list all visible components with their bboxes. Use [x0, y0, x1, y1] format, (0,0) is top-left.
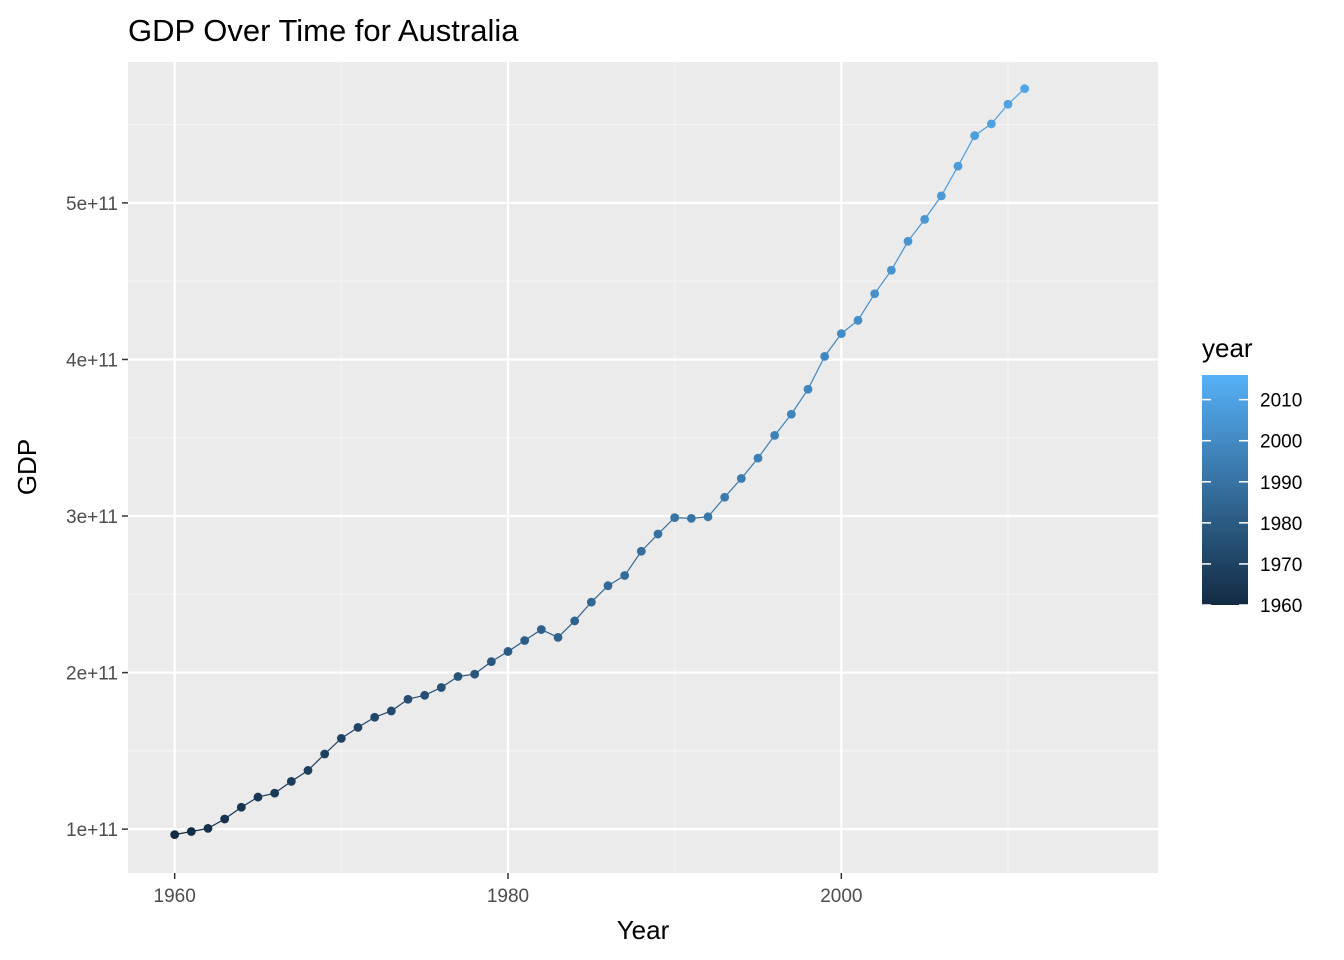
line-segment: [790, 388, 809, 415]
data-point: [820, 351, 830, 361]
data-points: [170, 84, 1030, 840]
data-point: [670, 513, 680, 523]
data-point: [270, 788, 280, 798]
x-tick-label: 2000: [820, 886, 862, 907]
data-point: [870, 289, 880, 299]
data-point: [620, 571, 630, 580]
data-point: [770, 431, 780, 440]
data-point: [653, 529, 663, 539]
legend-title: year: [1202, 333, 1253, 363]
data-point: [186, 827, 196, 836]
legend-tick-label: 2000: [1260, 432, 1302, 453]
data-point: [936, 191, 946, 201]
data-point: [253, 792, 263, 802]
line-segment: [874, 269, 892, 295]
data-point: [403, 694, 413, 704]
x-axis-ticks: 1960 1980 2000: [154, 873, 862, 907]
data-point: [236, 802, 246, 812]
legend-tick-label: 1980: [1260, 514, 1302, 535]
data-point: [603, 581, 613, 591]
data-point: [703, 512, 713, 522]
y-tick-label: 3e+11: [66, 507, 118, 528]
legend-colorbar: [1202, 375, 1248, 605]
line-segment: [940, 165, 959, 197]
data-point: [686, 513, 696, 523]
data-point: [986, 119, 996, 129]
legend-ticks: 1960 1970 1980 1990 2000 2010: [1202, 391, 1302, 617]
data-point: [336, 733, 346, 743]
data-point: [586, 597, 596, 607]
data-point: [1003, 99, 1013, 109]
x-tick-label: 1960: [154, 886, 196, 907]
legend-tick-label: 1970: [1260, 555, 1302, 576]
data-point: [786, 409, 796, 419]
line-segment: [774, 413, 792, 436]
data-point: [503, 647, 513, 656]
data-point: [170, 830, 180, 840]
data-point: [886, 265, 896, 275]
x-axis-title: Year: [617, 915, 670, 945]
line-segment: [824, 333, 842, 357]
data-point: [453, 672, 463, 681]
line-segment: [807, 356, 826, 390]
line-segment: [757, 435, 776, 459]
legend-tick-label: 1960: [1260, 596, 1302, 617]
data-point: [536, 625, 546, 634]
data-point: [486, 657, 496, 667]
data-point: [636, 546, 646, 556]
data-point: [303, 766, 313, 775]
legend: year 1960 1970 1980 1990 2000 2010: [1202, 333, 1302, 617]
data-point: [836, 329, 846, 339]
data-point: [753, 453, 763, 463]
line-segment: [857, 293, 876, 321]
data-point: [420, 690, 430, 700]
data-point: [220, 814, 230, 824]
y-tick-label: 2e+11: [66, 664, 118, 685]
data-point: [436, 683, 446, 692]
line-segment: [624, 550, 642, 576]
chart-title: GDP Over Time for Australia: [128, 13, 519, 48]
data-point: [320, 749, 330, 759]
major-gridlines: [128, 62, 1158, 873]
data-point: [203, 823, 213, 833]
y-tick-label: 4e+11: [66, 350, 118, 371]
data-point: [520, 636, 530, 645]
line-segment: [957, 135, 976, 167]
data-point: [903, 236, 913, 246]
y-axis-ticks: 1e+11 2e+11 3e+11 4e+11 5e+11: [66, 194, 128, 841]
x-tick-label: 1980: [487, 886, 529, 907]
data-point: [736, 474, 746, 483]
minor-gridlines: [128, 62, 1158, 873]
line-segment: [890, 240, 909, 271]
plot-panel: [128, 62, 1158, 873]
data-point: [570, 616, 580, 626]
legend-tick-label: 1990: [1260, 473, 1302, 494]
y-tick-label: 5e+11: [66, 194, 118, 215]
data-point: [953, 161, 963, 171]
y-tick-label: 1e+11: [66, 820, 118, 841]
data-point: [853, 315, 863, 325]
data-point: [553, 632, 563, 642]
y-axis-title: GDP: [12, 439, 42, 495]
data-point: [470, 669, 480, 679]
data-point: [803, 384, 813, 394]
data-point: [1020, 84, 1030, 94]
data-point: [353, 722, 363, 732]
data-point: [386, 706, 396, 716]
data-point: [970, 131, 980, 140]
data-point: [370, 712, 380, 722]
line-segment: [907, 218, 926, 242]
line-segment: [924, 195, 942, 220]
data-point: [286, 777, 296, 786]
data-point: [920, 214, 930, 224]
data-point: [720, 492, 730, 502]
legend-tick-label: 2010: [1260, 391, 1302, 412]
